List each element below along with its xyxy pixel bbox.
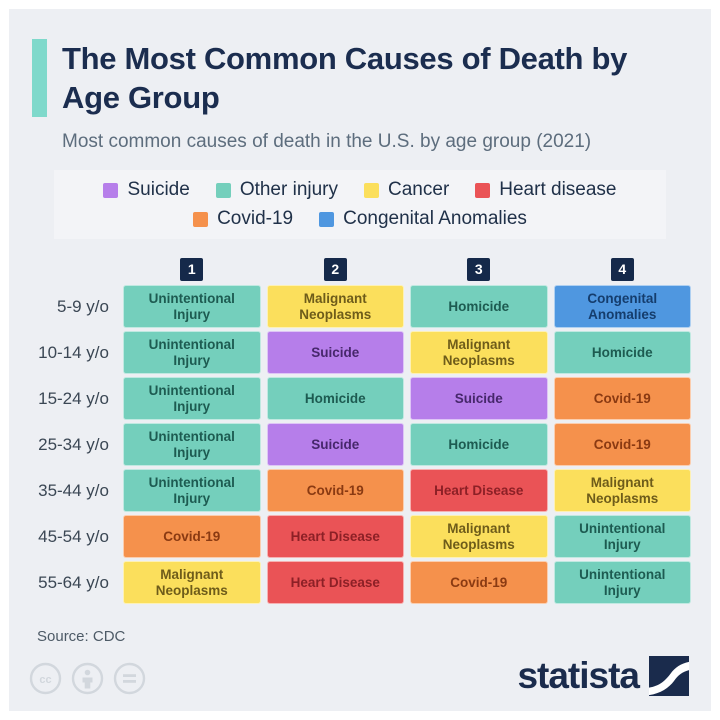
- column-header-spacer: [29, 257, 117, 281]
- legend-label: Suicide: [127, 179, 190, 201]
- cause-cell: Unintentional Injury: [553, 561, 691, 605]
- cause-cell: Covid-19: [553, 377, 691, 421]
- rank-badge: 2: [323, 257, 347, 281]
- cause-cell: Congenital Anomalies: [553, 285, 691, 329]
- legend-label: Cancer: [388, 179, 450, 201]
- legend-item-other_injury: Other injury: [215, 179, 339, 201]
- legend-label: Covid-19: [217, 208, 294, 230]
- cause-cell: Malignant Neoplasms: [410, 331, 548, 375]
- legend-swatch: [364, 182, 380, 198]
- cause-cell: Heart Disease: [410, 469, 548, 513]
- rank-badge: 1: [180, 257, 204, 281]
- rank-badge: 4: [610, 257, 634, 281]
- legend-swatch: [319, 211, 335, 227]
- cause-cell: Suicide: [410, 377, 548, 421]
- row-label: 10-14 y/o: [38, 342, 109, 362]
- legend-item-covid19: Covid-19: [193, 208, 293, 230]
- row-label: 35-44 y/o: [38, 480, 109, 500]
- cause-cell: Covid-19: [410, 561, 548, 605]
- svg-text:cc: cc: [39, 674, 51, 686]
- attribution-icon: [71, 662, 104, 695]
- row-label: 25-34 y/o: [38, 434, 109, 454]
- cause-cell: Suicide: [266, 423, 404, 467]
- legend-panel: Suicide Other injury Cancer Heart disease Co…: [54, 170, 666, 240]
- row-label: 45-54 y/o: [38, 526, 109, 546]
- cause-cell: Unintentional Injury: [123, 377, 261, 421]
- cause-cell: Homicide: [553, 331, 691, 375]
- license-icons: cc: [29, 662, 146, 695]
- title-block: The Most Common Causes of Death by Age G…: [32, 39, 691, 118]
- cause-cell: Unintentional Injury: [123, 285, 261, 329]
- infographic-canvas: The Most Common Causes of Death by Age G…: [9, 9, 711, 711]
- legend-label: Heart disease: [499, 179, 617, 201]
- legend-swatch: [215, 182, 231, 198]
- legend-swatch: [103, 182, 119, 198]
- row-label: 5-9 y/o: [57, 296, 109, 316]
- cause-cell: Suicide: [266, 331, 404, 375]
- legend-item-heart_disease: Heart disease: [475, 179, 617, 201]
- cause-cell: Covid-19: [123, 515, 261, 559]
- legend-label: Other injury: [239, 179, 339, 201]
- column-header-row: 1 2 3 4: [29, 257, 691, 281]
- column-header-2: 2: [267, 257, 405, 281]
- statista-logo-text: statista: [517, 655, 640, 696]
- cause-cell: Covid-19: [266, 469, 404, 513]
- statista-logo-mark: [649, 656, 689, 696]
- legend-swatch: [475, 182, 491, 198]
- legend-label: Congenital Anomalies: [343, 208, 527, 230]
- cause-cell: Covid-19: [553, 423, 691, 467]
- column-header-4: 4: [554, 257, 692, 281]
- legend-swatch: [193, 211, 209, 227]
- cause-cell: Homicide: [410, 423, 548, 467]
- accent-bar: [32, 39, 47, 118]
- statista-logo: statista: [517, 655, 689, 697]
- column-header-3: 3: [410, 257, 548, 281]
- legend-item-suicide: Suicide: [103, 179, 190, 201]
- column-header-1: 1: [123, 257, 261, 281]
- cause-cell: Malignant Neoplasms: [266, 285, 404, 329]
- row-label: 55-64 y/o: [38, 572, 109, 592]
- cause-cell: Unintentional Injury: [553, 515, 691, 559]
- page-title: The Most Common Causes of Death by Age G…: [62, 41, 628, 116]
- no-derivatives-icon: [113, 662, 146, 695]
- cause-cell: Malignant Neoplasms: [410, 515, 548, 559]
- page-subtitle: Most common causes of death in the U.S. …: [62, 131, 592, 153]
- causes-table: 5-9 y/o Unintentional Injury Malignant Neo…: [29, 285, 691, 605]
- cause-cell: Malignant Neoplasms: [553, 469, 691, 513]
- cause-cell: Malignant Neoplasms: [123, 561, 261, 605]
- rank-badge: 3: [467, 257, 491, 281]
- cause-cell: Unintentional Injury: [123, 469, 261, 513]
- legend-item-cancer: Cancer: [364, 179, 449, 201]
- legend: Suicide Other injury Cancer Heart disease Co…: [68, 179, 652, 230]
- row-label: 15-24 y/o: [38, 388, 109, 408]
- cause-cell: Unintentional Injury: [123, 423, 261, 467]
- legend-item-congenital_anomalies: Congenital Anomalies: [319, 208, 527, 230]
- cause-cell: Heart Disease: [266, 515, 404, 559]
- cause-cell: Homicide: [266, 377, 404, 421]
- source-note: Source: CDC: [37, 628, 126, 646]
- cause-cell: Heart Disease: [266, 561, 404, 605]
- cc-icon: cc: [29, 662, 62, 695]
- cause-cell: Homicide: [410, 285, 548, 329]
- cause-cell: Unintentional Injury: [123, 331, 261, 375]
